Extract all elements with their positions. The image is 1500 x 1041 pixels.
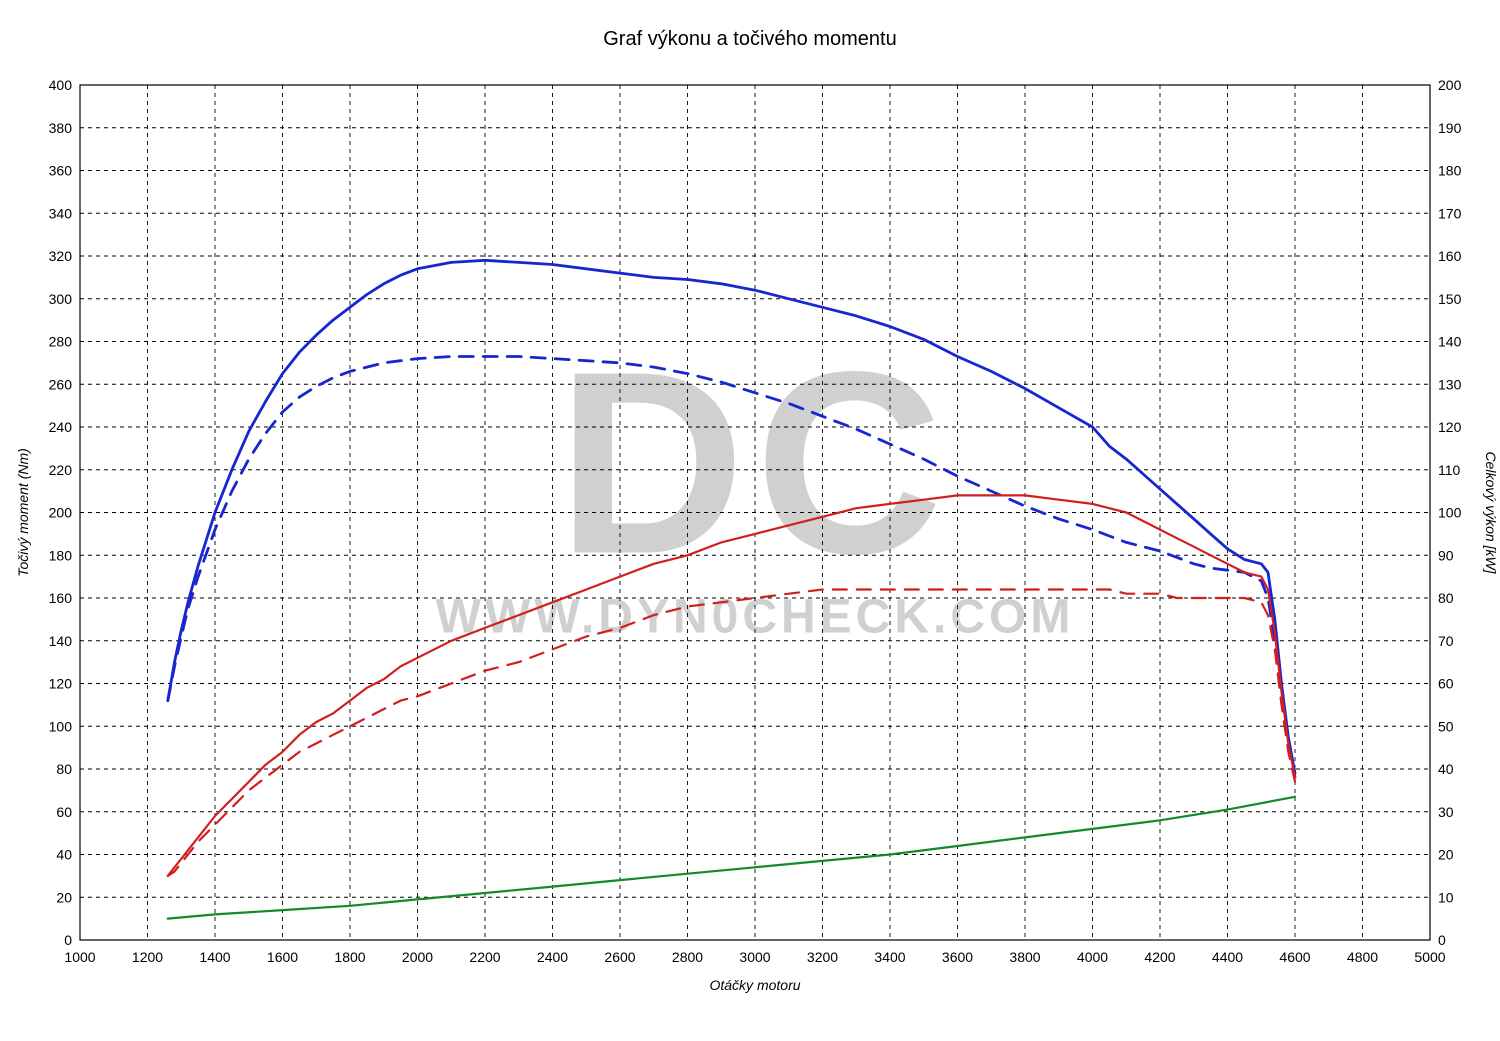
svg-text:80: 80 <box>1438 590 1454 606</box>
svg-text:90: 90 <box>1438 547 1454 563</box>
svg-text:400: 400 <box>49 77 73 93</box>
svg-text:100: 100 <box>49 718 73 734</box>
y-right-axis-label: Celkový výkon [kW] <box>1483 451 1499 574</box>
svg-text:100: 100 <box>1438 505 1462 521</box>
svg-text:4600: 4600 <box>1279 949 1310 965</box>
svg-text:3400: 3400 <box>874 949 905 965</box>
svg-text:200: 200 <box>1438 77 1462 93</box>
dyno-chart: DCWWW.DYN0CHECK.COM100012001400160018002… <box>0 0 1500 1041</box>
svg-text:140: 140 <box>49 633 73 649</box>
svg-text:1600: 1600 <box>267 949 298 965</box>
svg-text:0: 0 <box>64 932 72 948</box>
svg-text:1800: 1800 <box>334 949 365 965</box>
svg-text:3600: 3600 <box>942 949 973 965</box>
svg-text:30: 30 <box>1438 804 1454 820</box>
svg-text:2000: 2000 <box>402 949 433 965</box>
svg-text:220: 220 <box>49 462 73 478</box>
svg-text:170: 170 <box>1438 205 1462 221</box>
svg-text:160: 160 <box>1438 248 1462 264</box>
grid <box>80 85 1430 940</box>
svg-text:340: 340 <box>49 205 73 221</box>
x-axis-label: Otáčky motoru <box>709 977 800 993</box>
svg-text:70: 70 <box>1438 633 1454 649</box>
svg-text:150: 150 <box>1438 291 1462 307</box>
svg-text:130: 130 <box>1438 376 1462 392</box>
svg-text:0: 0 <box>1438 932 1446 948</box>
svg-text:140: 140 <box>1438 334 1462 350</box>
y-left-axis-label: Točivý moment (Nm) <box>15 448 31 577</box>
svg-text:2200: 2200 <box>469 949 500 965</box>
svg-text:110: 110 <box>1438 462 1461 478</box>
svg-text:380: 380 <box>49 120 73 136</box>
svg-text:60: 60 <box>56 804 72 820</box>
svg-text:10: 10 <box>1438 889 1454 905</box>
svg-text:2400: 2400 <box>537 949 568 965</box>
svg-text:50: 50 <box>1438 718 1454 734</box>
svg-text:20: 20 <box>1438 847 1454 863</box>
svg-text:200: 200 <box>49 505 73 521</box>
svg-text:240: 240 <box>49 419 73 435</box>
svg-text:20: 20 <box>56 889 72 905</box>
svg-text:2600: 2600 <box>604 949 635 965</box>
svg-text:300: 300 <box>49 291 73 307</box>
svg-text:1400: 1400 <box>199 949 230 965</box>
chart-svg: DCWWW.DYN0CHECK.COM100012001400160018002… <box>0 0 1500 1041</box>
chart-title: Graf výkonu a točivého momentu <box>0 28 1500 51</box>
svg-text:280: 280 <box>49 334 73 350</box>
svg-text:40: 40 <box>1438 761 1454 777</box>
svg-text:260: 260 <box>49 376 73 392</box>
svg-text:4400: 4400 <box>1212 949 1243 965</box>
svg-text:4000: 4000 <box>1077 949 1108 965</box>
svg-text:60: 60 <box>1438 676 1454 692</box>
svg-text:180: 180 <box>1438 163 1462 179</box>
svg-text:180: 180 <box>49 547 73 563</box>
svg-text:1000: 1000 <box>64 949 95 965</box>
svg-text:4800: 4800 <box>1347 949 1378 965</box>
svg-text:320: 320 <box>49 248 73 264</box>
svg-text:190: 190 <box>1438 120 1462 136</box>
svg-text:160: 160 <box>49 590 73 606</box>
svg-text:80: 80 <box>56 761 72 777</box>
svg-text:4200: 4200 <box>1144 949 1175 965</box>
svg-text:3000: 3000 <box>739 949 770 965</box>
svg-text:360: 360 <box>49 163 73 179</box>
svg-text:40: 40 <box>56 847 72 863</box>
svg-text:1200: 1200 <box>132 949 163 965</box>
svg-text:120: 120 <box>1438 419 1462 435</box>
svg-text:5000: 5000 <box>1414 949 1445 965</box>
svg-text:3800: 3800 <box>1009 949 1040 965</box>
svg-text:2800: 2800 <box>672 949 703 965</box>
svg-text:120: 120 <box>49 676 73 692</box>
svg-text:3200: 3200 <box>807 949 838 965</box>
